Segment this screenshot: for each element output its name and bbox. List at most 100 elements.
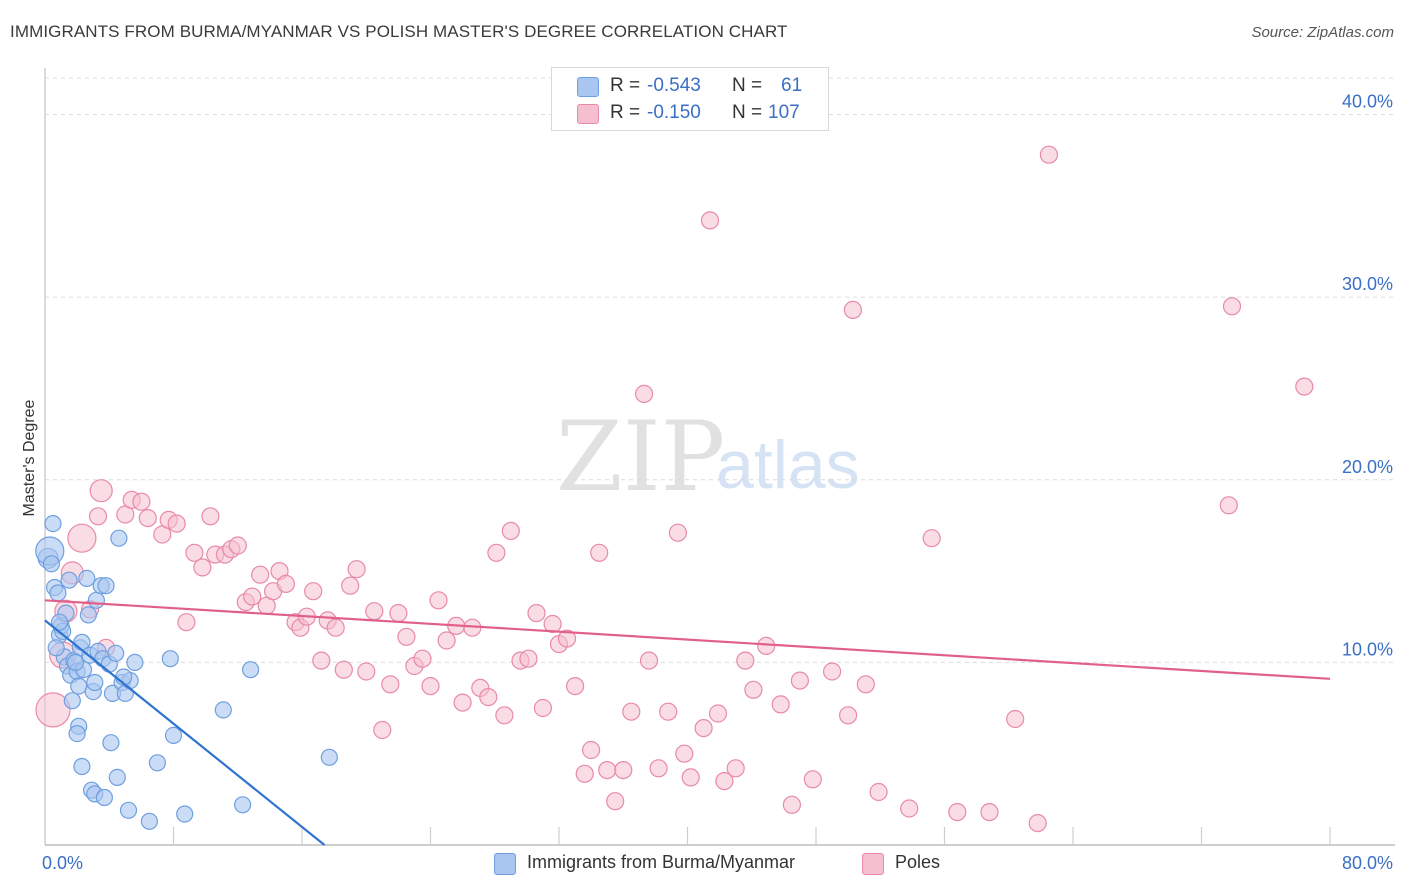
poles-point xyxy=(708,704,728,723)
burma-point xyxy=(73,757,91,776)
poles-point xyxy=(397,627,416,646)
poles-point xyxy=(843,300,863,319)
poles-point xyxy=(575,764,594,783)
burma-point xyxy=(126,653,144,672)
poles-point xyxy=(675,744,694,763)
poles-point xyxy=(495,706,514,725)
burma-point xyxy=(161,650,179,668)
poles-point xyxy=(167,514,186,533)
burma-point xyxy=(97,577,115,595)
poles-point xyxy=(598,760,617,780)
burma-point xyxy=(102,734,120,752)
watermark-zip: ZIP xyxy=(556,401,725,513)
poles-point xyxy=(782,795,802,814)
burma-point xyxy=(234,796,252,814)
burma-point xyxy=(78,569,96,588)
burma-point xyxy=(119,801,138,819)
poles-point xyxy=(177,613,196,632)
burma-point xyxy=(68,724,86,743)
poles-point xyxy=(381,675,400,694)
poles-point xyxy=(132,492,151,511)
burma-point xyxy=(70,677,88,695)
y-tick-label: 40.0% xyxy=(1342,92,1393,112)
poles-point xyxy=(659,702,678,721)
poles-point xyxy=(639,651,659,670)
poles-point xyxy=(347,560,366,579)
correlation-stats-box: R = -0.543 N = 61 R = -0.150 N = 107 xyxy=(551,67,829,131)
poles-point xyxy=(771,695,790,714)
poles-point xyxy=(276,574,295,594)
x-tick-label-max: 80.0% xyxy=(1342,853,1393,873)
poles-point xyxy=(67,523,97,553)
legend-label-burma: Immigrants from Burma/Myanmar xyxy=(527,852,796,872)
poles-point xyxy=(581,740,601,760)
poles-point xyxy=(590,543,609,562)
poles-point xyxy=(357,662,376,681)
burma-point xyxy=(50,613,69,631)
burma-point xyxy=(79,606,98,624)
poles-point xyxy=(1028,813,1047,833)
poles-point xyxy=(543,614,562,634)
y-tick-label: 20.0% xyxy=(1342,457,1393,477)
poles-point xyxy=(822,662,842,681)
poles-point xyxy=(35,692,71,728)
chart-title: IMMIGRANTS FROM BURMA/MYANMAR VS POLISH … xyxy=(10,22,788,41)
watermark-atlas: atlas xyxy=(716,427,860,503)
poles-point xyxy=(565,676,585,696)
poles-point xyxy=(421,676,440,696)
burma-point xyxy=(66,653,85,672)
chart-source: Source: ZipAtlas.com xyxy=(1251,24,1394,41)
burma-point xyxy=(108,768,126,787)
poles-point xyxy=(1219,496,1238,515)
poles-point xyxy=(519,649,538,668)
poles-point xyxy=(557,629,577,648)
poles-point xyxy=(185,543,204,562)
poles-point xyxy=(922,529,941,548)
burma-point xyxy=(60,571,78,589)
poles-point xyxy=(533,698,553,718)
stat-n-value: 107 xyxy=(768,102,800,123)
poles-point xyxy=(527,603,546,623)
burma-point xyxy=(176,805,194,823)
poles-point xyxy=(89,479,113,503)
poles-point xyxy=(856,675,875,694)
burma-point xyxy=(140,812,158,830)
stat-swatch-burma xyxy=(577,77,599,97)
poles-point xyxy=(1295,377,1314,396)
poles-points xyxy=(35,145,1314,833)
poles-point xyxy=(243,587,262,606)
poles-point xyxy=(803,770,822,789)
poles-point xyxy=(138,508,157,528)
burma-point xyxy=(47,639,65,657)
poles-point xyxy=(634,384,654,403)
burma-point xyxy=(164,726,183,745)
stat-r-value: -0.150 xyxy=(647,102,701,123)
burma-point xyxy=(44,514,62,533)
poles-point xyxy=(334,660,353,679)
poles-point xyxy=(736,651,755,670)
stat-swatch-poles xyxy=(577,104,599,124)
poles-point xyxy=(201,507,220,526)
poles-point xyxy=(341,576,360,595)
poles-point xyxy=(649,759,668,778)
poles-point xyxy=(453,693,472,712)
poles-point xyxy=(614,760,633,780)
stat-n-value: 61 xyxy=(781,75,803,96)
burma-point xyxy=(110,529,128,547)
burma-point xyxy=(42,555,61,573)
burma-point xyxy=(214,701,232,719)
poles-point xyxy=(606,792,625,811)
stat-r-value: -0.543 xyxy=(647,75,701,96)
y-tick-labels: 10.0% 20.0% 30.0% 40.0% xyxy=(1342,92,1393,660)
poles-point xyxy=(88,507,108,526)
y-tick-label: 10.0% xyxy=(1342,639,1393,659)
poles-point xyxy=(744,680,763,699)
burma-point xyxy=(86,673,104,692)
poles-point xyxy=(389,603,408,623)
burma-trend-line xyxy=(44,619,326,846)
poles-trend-line xyxy=(44,599,1331,680)
poles-point xyxy=(757,636,776,656)
poles-point xyxy=(365,602,384,621)
poles-point xyxy=(1039,145,1059,164)
